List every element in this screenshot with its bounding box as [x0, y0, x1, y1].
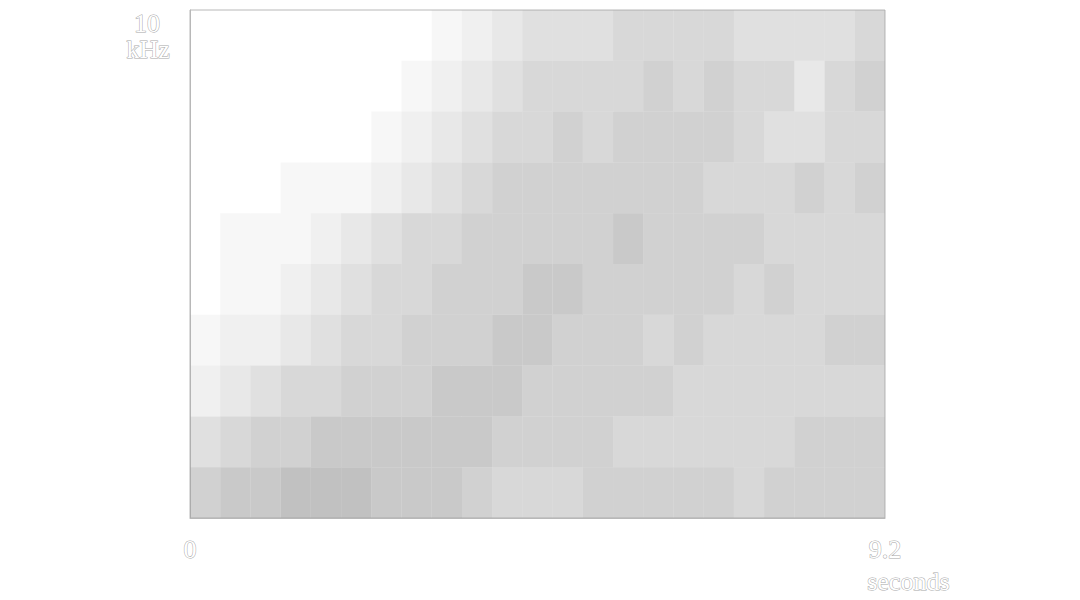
svg-text:seconds: seconds	[867, 567, 949, 596]
svg-text:9.2: 9.2	[869, 535, 902, 564]
svg-text:10: 10	[134, 9, 160, 38]
svg-text:0: 0	[184, 535, 197, 564]
svg-text:kHz: kHz	[127, 35, 170, 64]
